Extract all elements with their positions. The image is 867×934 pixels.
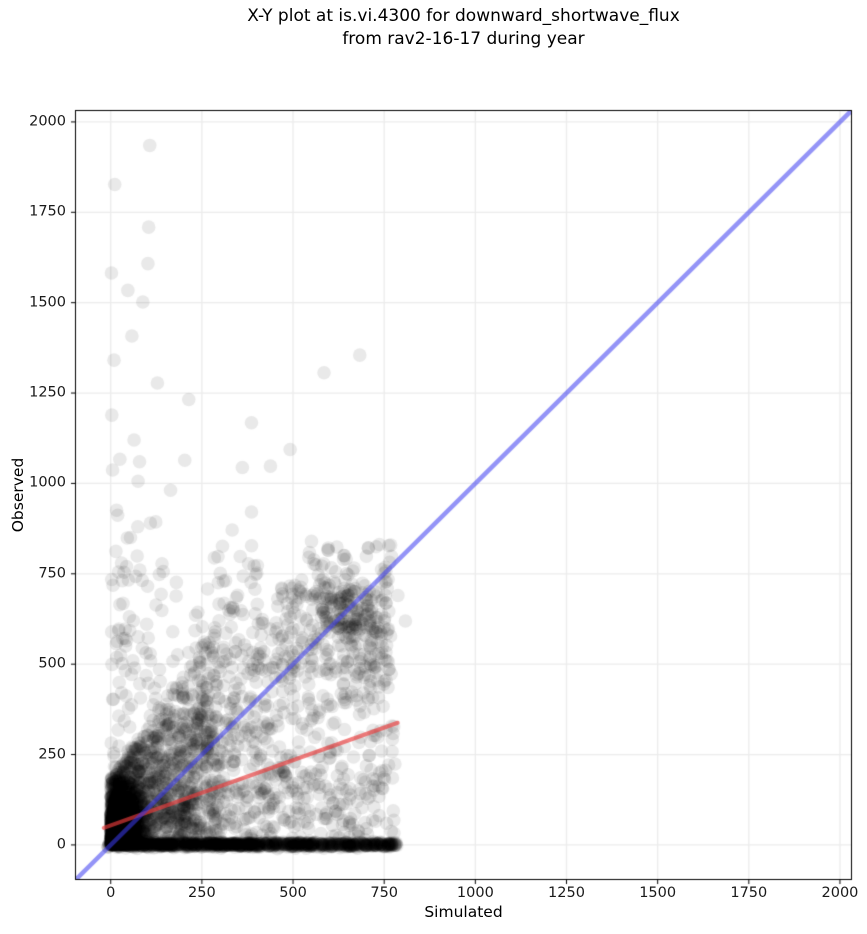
y-tick-label: 2000	[29, 113, 66, 130]
y-axis-label: Observed	[9, 457, 27, 533]
y-tick-label: 750	[38, 565, 66, 582]
x-tick-label: 250	[188, 885, 216, 901]
x-tick-label: 1750	[730, 885, 768, 901]
y-tick-label: 1750	[29, 203, 66, 220]
y-tick-label: 500	[38, 655, 66, 672]
x-tick-label: 1500	[639, 885, 677, 901]
x-axis-label: Simulated	[424, 903, 503, 921]
x-tick-label: 2000	[821, 885, 859, 901]
y-tick-label: 1500	[29, 294, 66, 311]
chart-title-line2: from rav2-16-17 during year	[342, 28, 585, 49]
chart-title-line1: X-Y plot at is.vi.4300 for downward_shor…	[247, 6, 680, 26]
x-tick-label: 0	[106, 885, 116, 901]
y-tick-label: 1000	[29, 474, 66, 491]
chart-title: X-Y plot at is.vi.4300 for downward_shor…	[75, 5, 852, 50]
y-tick-label: 0	[56, 836, 66, 853]
x-tick-label: 500	[279, 885, 307, 901]
x-tick-label: 1250	[548, 885, 585, 901]
y-tick-label: 250	[38, 745, 66, 762]
x-tick-label: 750	[370, 885, 399, 901]
x-tick-label: 1000	[456, 885, 494, 901]
y-tick-label: 1250	[29, 384, 66, 401]
